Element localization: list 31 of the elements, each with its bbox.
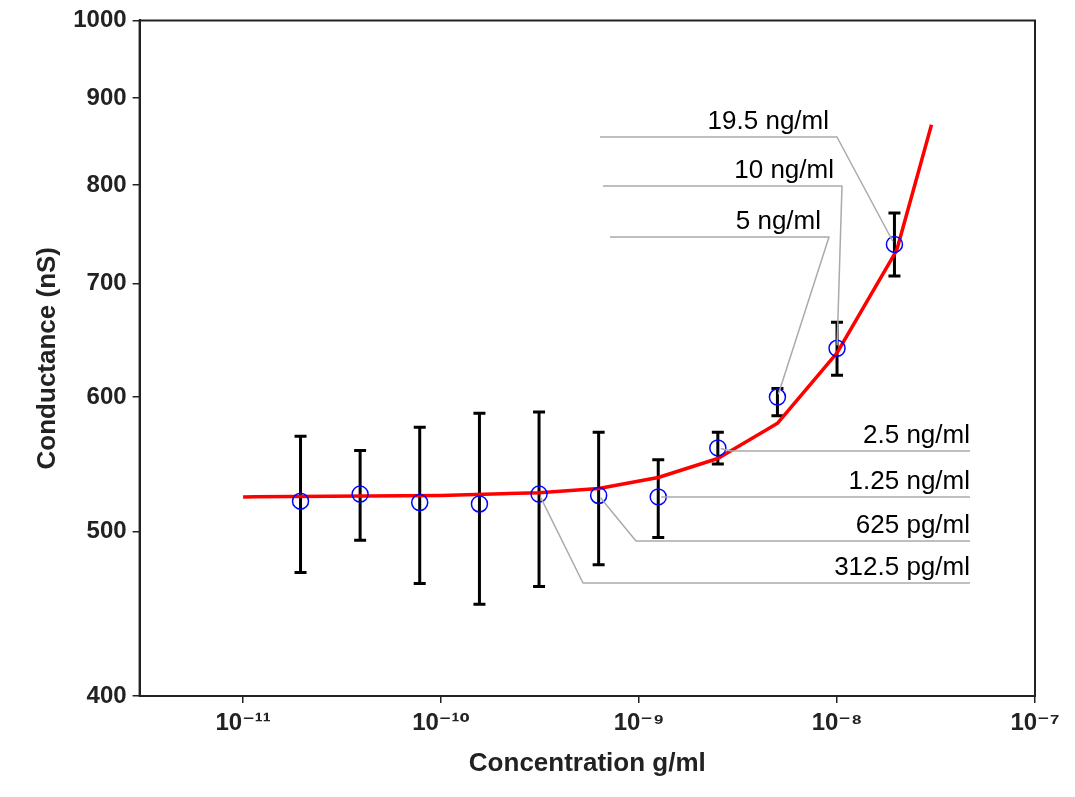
annotation: 1.25 ng/ml [848, 465, 970, 495]
point [530, 485, 548, 503]
x-tick-label: 10⁻⁹ [613, 708, 665, 736]
annotation: 19.5 ng/ml [707, 105, 829, 135]
y-axis-title: Conductance (nS) [30, 246, 61, 470]
y-tick-label: 800 [86, 169, 127, 197]
x-tick-label: 10⁻¹⁰ [412, 708, 471, 736]
annotation: 625 pg/ml [855, 509, 970, 539]
point [828, 339, 846, 358]
y-tick-label: 1000 [73, 5, 127, 33]
annotation: 5 ng/ml [735, 205, 821, 235]
point [649, 488, 667, 506]
annotation: 2.5 ng/ml [863, 419, 970, 449]
annotation: 10 ng/ml [734, 154, 834, 184]
point [410, 493, 429, 512]
point [291, 492, 310, 510]
point [709, 439, 727, 457]
x-tick-label: 10⁻¹¹ [215, 708, 271, 736]
y-tick-label: 900 [86, 82, 127, 110]
point [589, 486, 608, 505]
y-tick-label: 700 [86, 268, 127, 296]
x-tick-label: 10⁻⁷ [1010, 708, 1060, 736]
y-tick-label: 400 [86, 680, 127, 708]
point [470, 495, 489, 513]
x-tick-label: 10⁻⁸ [811, 708, 863, 736]
y-tick-label: 500 [86, 516, 127, 544]
annotation: 312.5 pg/ml [834, 551, 970, 581]
x-axis-title: Concentration g/ml [468, 746, 706, 777]
point [768, 388, 787, 406]
y-tick-label: 600 [86, 381, 127, 409]
point [351, 485, 369, 503]
